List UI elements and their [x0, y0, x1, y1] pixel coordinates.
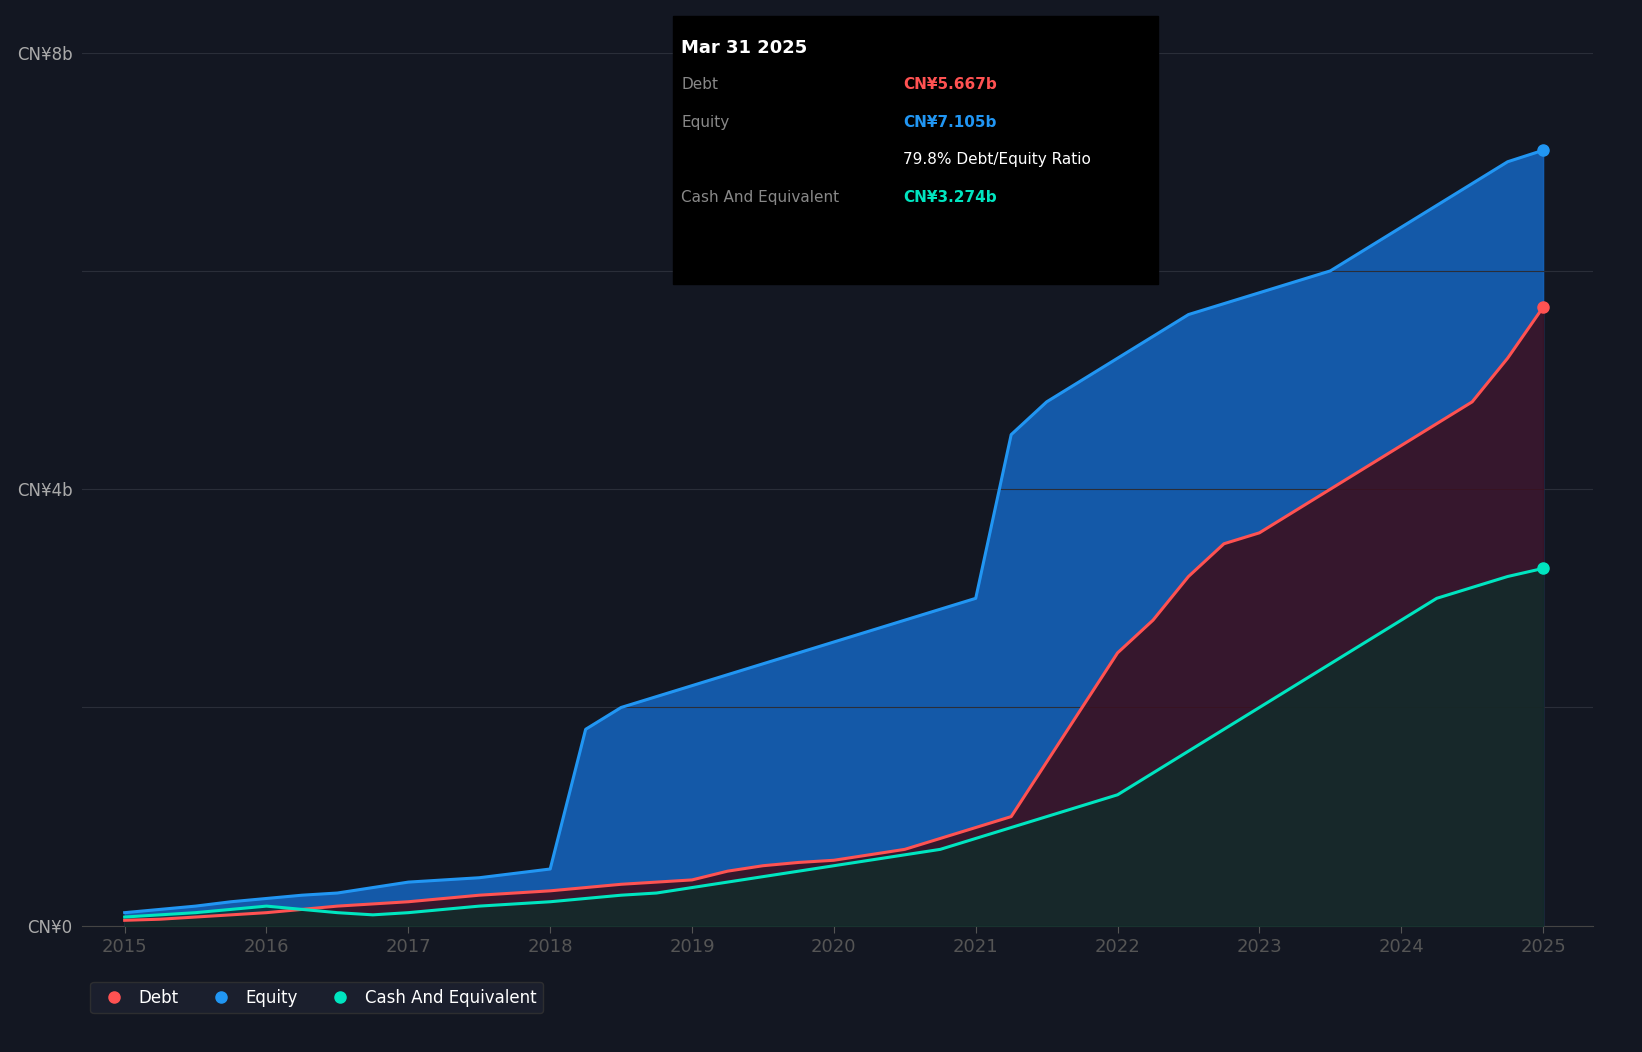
Text: Debt: Debt [681, 77, 719, 93]
Text: CN¥5.667b: CN¥5.667b [903, 77, 997, 93]
Text: CN¥3.274b: CN¥3.274b [903, 190, 997, 205]
Text: Equity: Equity [681, 115, 729, 129]
Text: CN¥7.105b: CN¥7.105b [903, 115, 997, 129]
Legend: Debt, Equity, Cash And Equivalent: Debt, Equity, Cash And Equivalent [90, 983, 544, 1013]
Text: 79.8% Debt/Equity Ratio: 79.8% Debt/Equity Ratio [903, 153, 1090, 167]
Text: Mar 31 2025: Mar 31 2025 [681, 39, 808, 57]
Text: Cash And Equivalent: Cash And Equivalent [681, 190, 839, 205]
